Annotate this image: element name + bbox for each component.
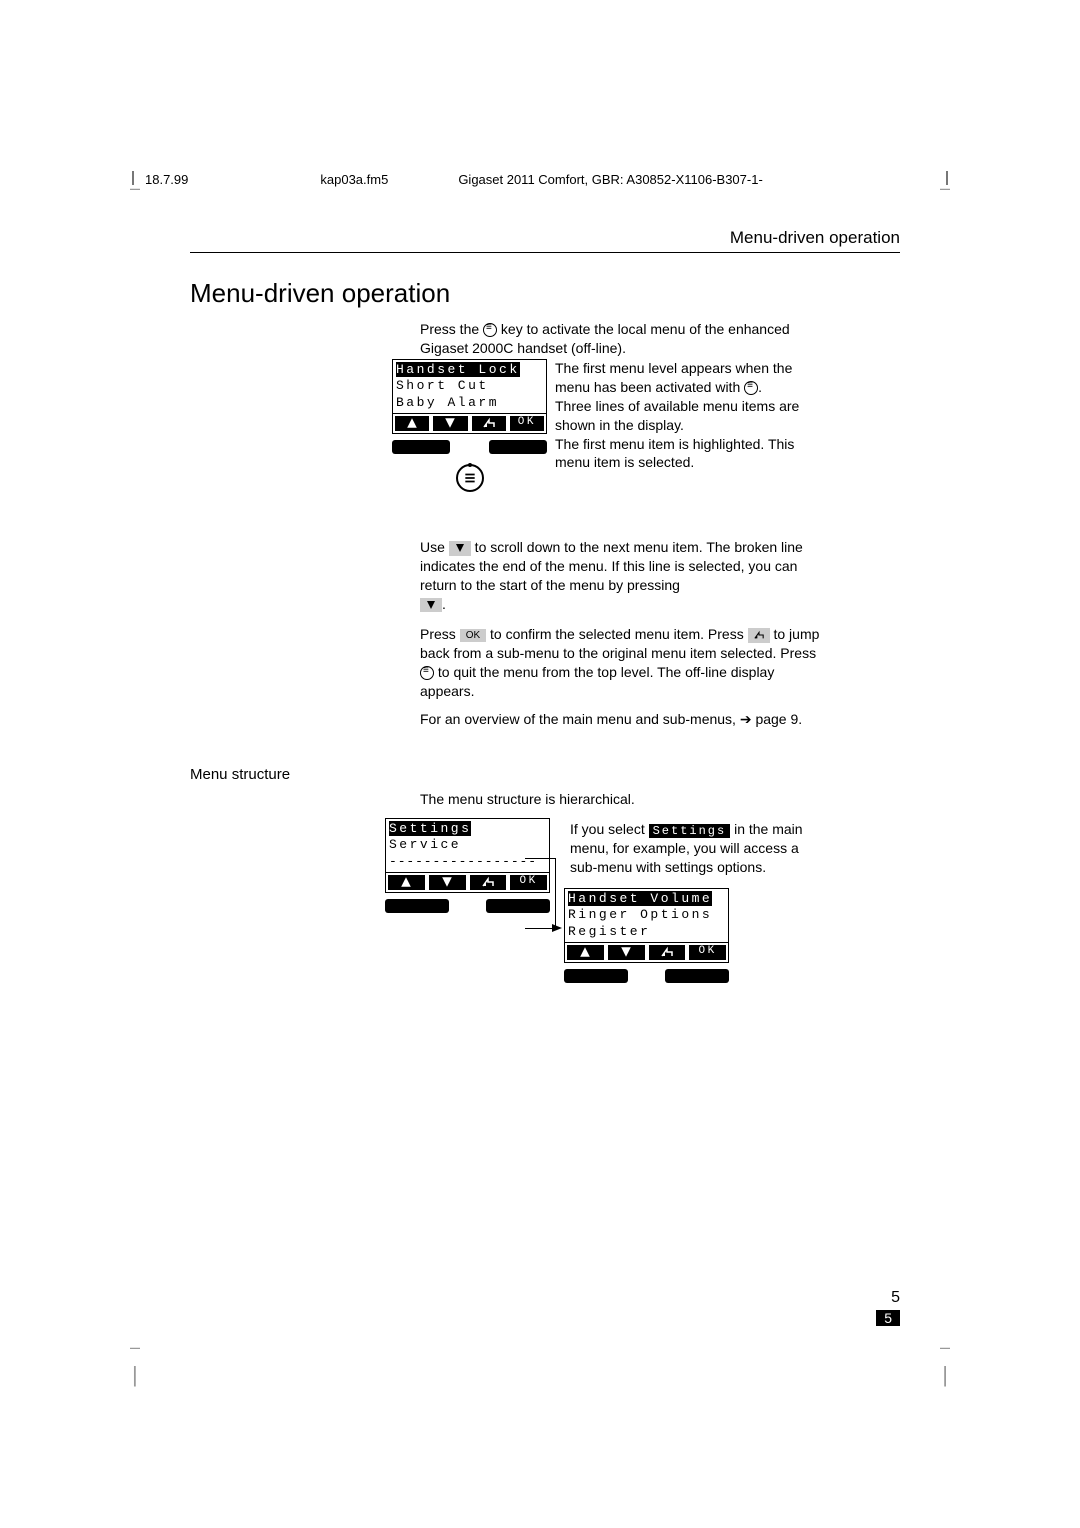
- meta-date: 18.7.99: [145, 172, 188, 187]
- softkey-back-icon: [470, 875, 507, 890]
- side-paragraph-1: The first menu level appears when the me…: [555, 359, 800, 472]
- hardkey: [564, 969, 628, 983]
- lcd-line-highlight: Settings: [389, 821, 471, 836]
- page-title: Menu-driven operation: [190, 278, 450, 309]
- page-number-inverse: 5: [876, 1310, 900, 1326]
- page-number-plain: 5: [891, 1289, 900, 1306]
- text: to confirm the selected menu item. Press: [486, 626, 747, 642]
- softkey-row: OK: [393, 413, 546, 433]
- connector-line: [525, 858, 555, 928]
- handset-illustration-3: Handset Volume Ringer Options Register O…: [564, 888, 729, 983]
- inline-highlight: Settings: [649, 824, 731, 838]
- header-divider: [946, 171, 948, 185]
- text: Press: [420, 626, 460, 642]
- mid-paragraph-hierarchical: The menu structure is hierarchical.: [420, 790, 820, 809]
- lcd-line: -----------------: [389, 854, 546, 870]
- hardkey: [385, 899, 449, 913]
- down-key-icon: [449, 541, 471, 556]
- side-paragraph-2: If you select Settings in the main menu,…: [570, 820, 805, 877]
- softkey-ok: OK: [510, 416, 544, 431]
- down-key-icon: [420, 598, 442, 613]
- header-divider: [132, 171, 134, 185]
- crop-mark: |: [942, 1362, 948, 1388]
- mid-paragraph-scroll: Use to scroll down to the next menu item…: [420, 538, 820, 614]
- mid-paragraph-confirm: Press OK to confirm the selected menu it…: [420, 625, 820, 701]
- crop-mark: –: [130, 1337, 140, 1358]
- lcd-display: Handset Lock Short Cut Baby Alarm OK: [392, 359, 547, 434]
- arrow-icon: [552, 924, 562, 932]
- hardkey: [665, 969, 729, 983]
- crop-mark: |: [132, 1362, 138, 1388]
- page-meta: 18.7.99 kap03a.fm5 Gigaset 2011 Comfort,…: [135, 172, 945, 187]
- meta-file: kap03a.fm5: [320, 172, 388, 187]
- hardkey: [392, 440, 450, 454]
- text: Use: [420, 539, 449, 555]
- crop-mark: –: [940, 1337, 950, 1358]
- lcd-line-highlight: Handset Volume: [568, 891, 712, 906]
- hardkey-row: [564, 969, 729, 983]
- softkey-up-icon: [395, 416, 429, 431]
- menu-key-icon: [483, 323, 497, 337]
- lcd-line: Ringer Options: [568, 907, 725, 923]
- softkey-up-icon: [388, 875, 425, 890]
- lcd-display: Handset Volume Ringer Options Register O…: [564, 888, 729, 963]
- horizontal-rule: [190, 252, 900, 253]
- softkey-up-icon: [567, 945, 604, 960]
- softkey-back-icon: [649, 945, 686, 960]
- text: If you select: [570, 821, 649, 837]
- intro-paragraph: Press the key to activate the local menu…: [420, 320, 830, 358]
- lcd-line: Short Cut: [396, 378, 543, 394]
- mid-paragraph-overview: For an overview of the main menu and sub…: [420, 710, 820, 729]
- softkey-down-icon: [608, 945, 645, 960]
- softkey-back-icon: [472, 416, 506, 431]
- running-head: Menu-driven operation: [730, 228, 900, 248]
- ok-key-icon: OK: [460, 629, 486, 643]
- back-key-icon: [748, 628, 770, 643]
- menu-button-icon: [456, 464, 484, 492]
- lcd-line: Register: [568, 924, 725, 940]
- softkey-row: OK: [565, 942, 728, 962]
- softkey-down-icon: [429, 875, 466, 890]
- section-heading: Menu structure: [190, 766, 290, 783]
- lcd-line: Baby Alarm: [396, 395, 543, 411]
- lcd-line: Service: [389, 837, 546, 853]
- hardkey: [489, 440, 547, 454]
- menu-key-icon: [420, 666, 434, 680]
- softkey-ok: OK: [689, 945, 726, 960]
- hardkey-row: [392, 440, 547, 454]
- connector-line: [525, 928, 555, 929]
- lcd-line-highlight: Handset Lock: [396, 362, 520, 377]
- meta-reference: Gigaset 2011 Comfort, GBR: A30852-X1106-…: [458, 172, 762, 187]
- page-number: 5 5: [876, 1289, 900, 1328]
- text: to scroll down to the next menu item. Th…: [420, 539, 803, 593]
- handset-illustration-1: Handset Lock Short Cut Baby Alarm OK: [392, 359, 547, 492]
- menu-key-icon: [744, 381, 758, 395]
- softkey-down-icon: [433, 416, 467, 431]
